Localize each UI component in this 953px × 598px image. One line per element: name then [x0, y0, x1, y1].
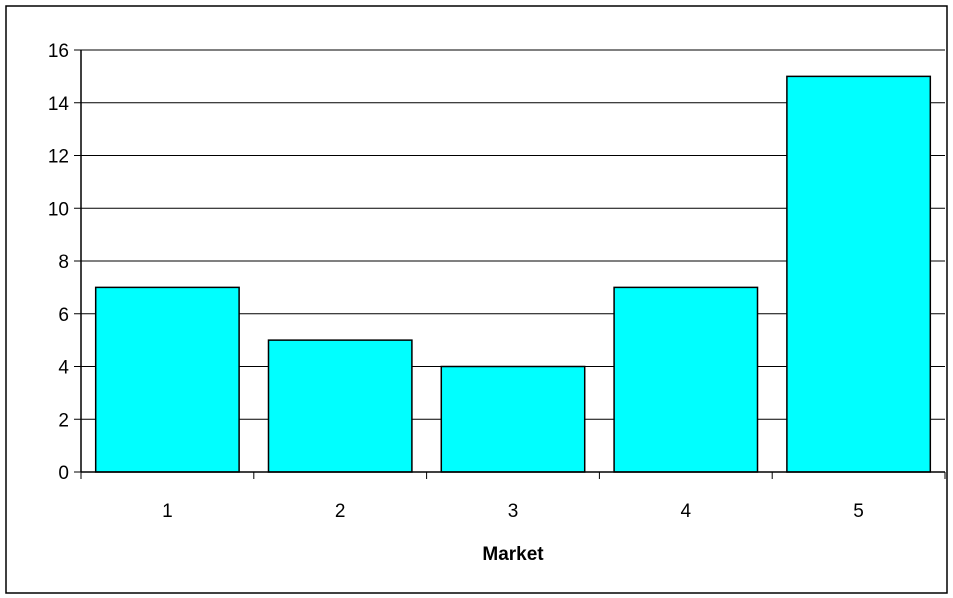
- x-tick-label: 3: [508, 501, 519, 522]
- bar-3: [440, 365, 586, 473]
- y-tick-label: 8: [58, 252, 69, 273]
- bars: [94, 75, 932, 473]
- y-tick-label: 16: [48, 41, 69, 62]
- x-tick-label: 2: [335, 501, 346, 522]
- x-tick-labels: 1 2 3 4 5: [162, 501, 864, 522]
- bar-2: [267, 339, 413, 473]
- bar-1: [94, 286, 240, 473]
- y-tick-labels: 0 2 4 6 8 10 12 14 16: [48, 41, 70, 484]
- y-tick-label: 2: [58, 410, 69, 431]
- y-tick-label: 4: [58, 358, 69, 379]
- x-tick-label: 5: [853, 501, 864, 522]
- y-tick-label: 10: [48, 199, 69, 220]
- y-tick-label: 0: [58, 463, 69, 484]
- y-tick-label: 12: [48, 147, 69, 168]
- axes: [74, 49, 946, 479]
- x-axis-title: Market: [482, 544, 544, 565]
- x-tick-label: 4: [681, 501, 692, 522]
- y-tick-label: 6: [58, 305, 69, 326]
- bar-4: [613, 286, 759, 473]
- x-tick-label: 1: [162, 501, 173, 522]
- bar-5: [786, 75, 932, 473]
- y-tick-label: 14: [48, 94, 70, 115]
